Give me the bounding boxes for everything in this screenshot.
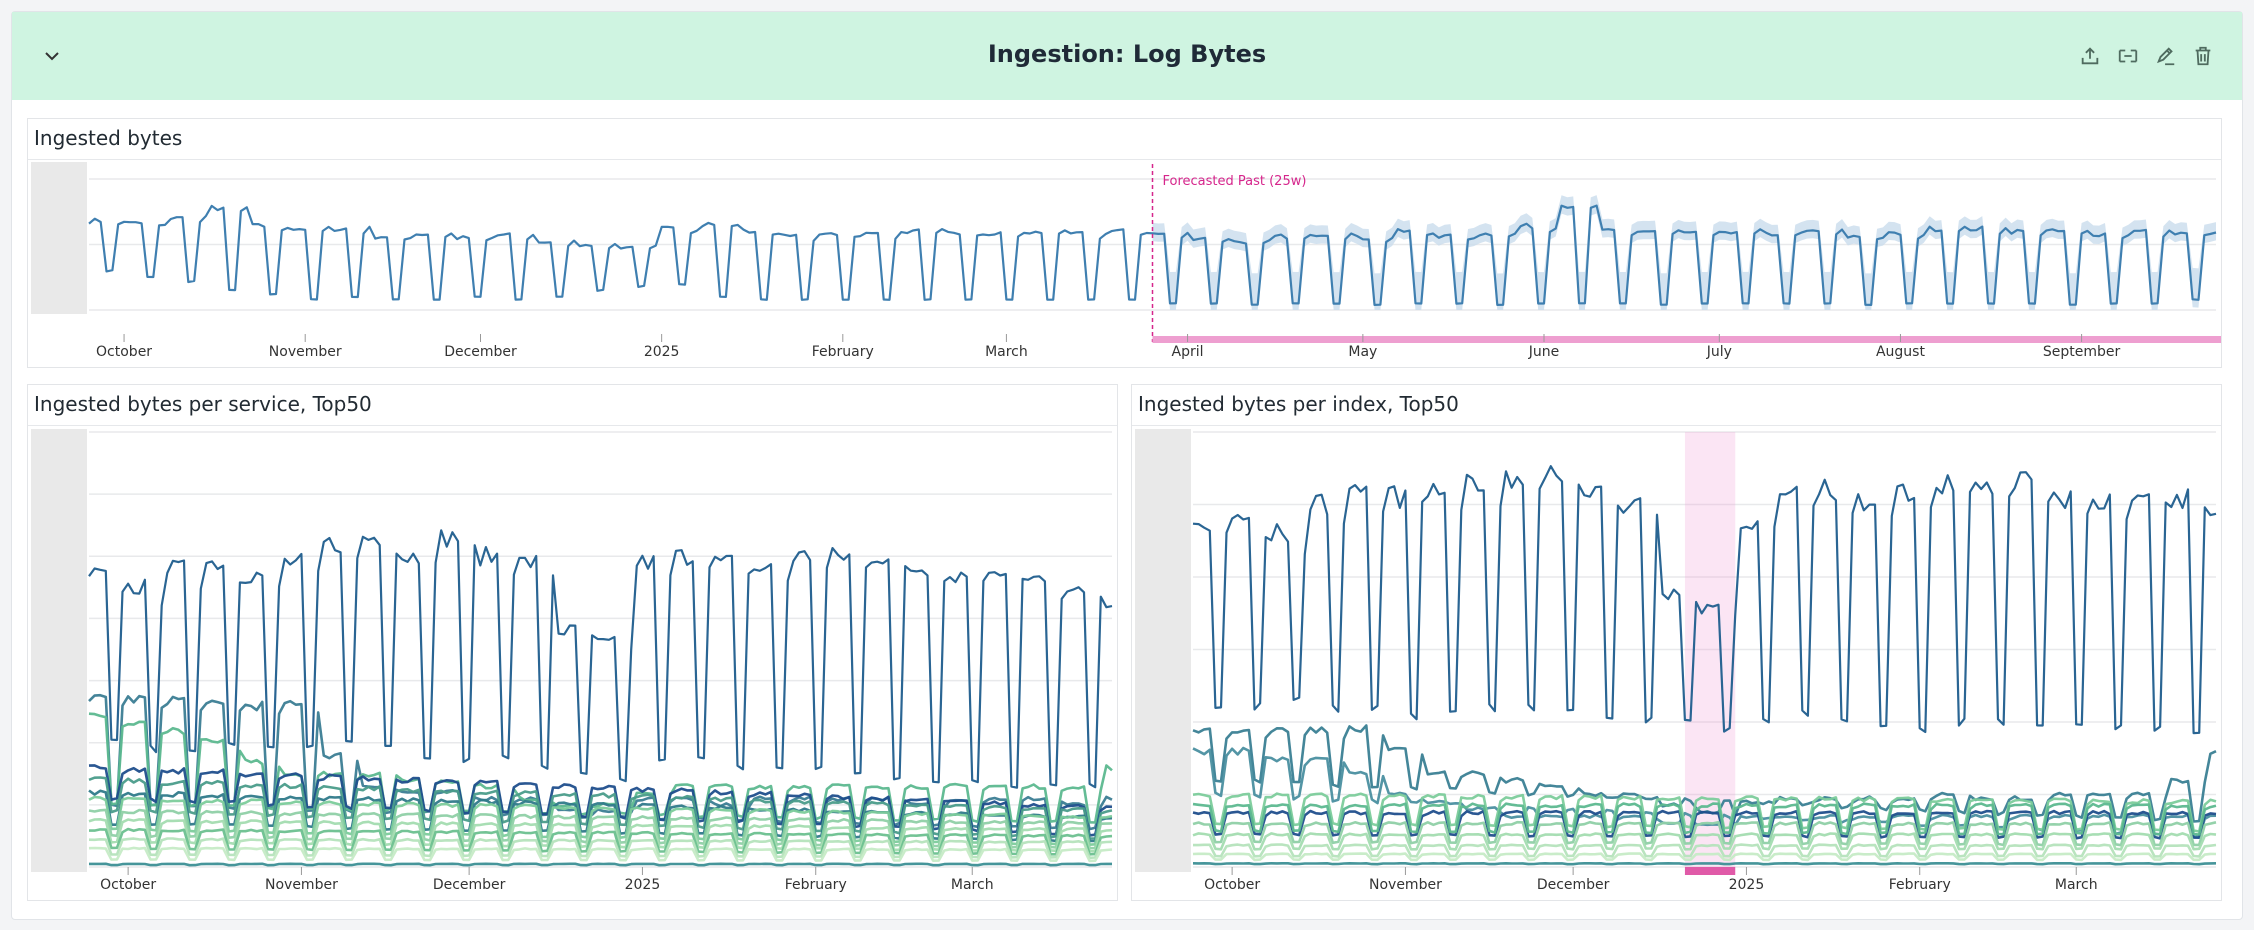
- x-tick-label: 2025: [625, 877, 661, 893]
- series-line: [1192, 820, 2217, 847]
- x-tick-label: September: [2043, 344, 2121, 360]
- per-service-panel: Ingested bytes per service, Top50 Octobe…: [27, 384, 1118, 901]
- panel-title: Ingested bytes: [34, 126, 183, 150]
- series-line: [88, 204, 2217, 306]
- x-tick-label: April: [1172, 344, 1204, 360]
- per-index-panel: Ingested bytes per index, Top50 October N…: [1131, 384, 2222, 901]
- series-line: [89, 862, 1112, 867]
- y-axis-placeholder: [31, 162, 87, 314]
- series-line: [1192, 802, 2217, 836]
- x-tick-label: December: [433, 877, 506, 893]
- forecast-range-bar: [1152, 336, 2221, 343]
- series-line: [88, 529, 1113, 789]
- series-line: [88, 795, 1113, 846]
- x-tick-label: February: [812, 344, 874, 360]
- series-line: [1192, 832, 2217, 851]
- per-service-chart[interactable]: October November December 2025 February March: [28, 425, 1117, 900]
- x-tick-label: October: [100, 877, 156, 893]
- embed-icon[interactable]: [2117, 45, 2139, 67]
- series-line: [88, 712, 1113, 824]
- series-line: [1193, 843, 2217, 858]
- panel-title: Ingested bytes per service, Top50: [34, 392, 372, 416]
- x-tick-label: March: [985, 344, 1028, 360]
- series-line: [89, 827, 1113, 856]
- x-tick-label: November: [265, 877, 338, 893]
- series-line: [1192, 465, 2217, 735]
- ingested-bytes-panel: Ingested bytes Forecasted Past (25w) Octo…: [27, 118, 2222, 368]
- series-line: [1192, 862, 2217, 866]
- y-axis-placeholder: [31, 429, 87, 872]
- export-icon[interactable]: [2079, 45, 2101, 67]
- forecast-label: Forecasted Past (25w): [1163, 174, 1307, 189]
- group-header: Ingestion: Log Bytes: [12, 12, 2242, 100]
- x-tick-label: June: [1528, 344, 1560, 360]
- x-tick-label: May: [1348, 344, 1377, 360]
- x-tick-label: October: [96, 344, 152, 360]
- x-tick-label: March: [2055, 877, 2098, 893]
- series-line: [88, 808, 1113, 850]
- edit-icon[interactable]: [2155, 45, 2177, 67]
- y-axis-placeholder: [1135, 429, 1191, 872]
- x-tick-label: December: [1537, 877, 1610, 893]
- series-line: [88, 837, 1113, 860]
- x-tick-label: July: [1706, 344, 1732, 360]
- chevron-down-icon[interactable]: [40, 44, 64, 68]
- x-tick-label: November: [269, 344, 342, 360]
- x-tick-label: 2025: [1729, 877, 1765, 893]
- ingested-bytes-chart[interactable]: Forecasted Past (25w) October November Dece…: [28, 159, 2221, 367]
- series-line: [88, 846, 1113, 863]
- x-tick-label: March: [951, 877, 994, 893]
- trash-icon[interactable]: [2192, 45, 2214, 67]
- group-title: Ingestion: Log Bytes: [987, 40, 1267, 68]
- series-line: [1192, 852, 2217, 862]
- per-index-chart[interactable]: October November December 2025 February March: [1132, 425, 2221, 900]
- x-tick-label: November: [1369, 877, 1442, 893]
- panel-title: Ingested bytes per index, Top50: [1138, 392, 1459, 416]
- x-tick-label: 2025: [644, 344, 680, 360]
- x-tick-label: October: [1204, 877, 1260, 893]
- highlight-marker: [1684, 867, 1736, 875]
- x-tick-label: February: [785, 877, 847, 893]
- series-line: [88, 776, 1113, 840]
- series-line: [88, 818, 1113, 853]
- x-tick-label: February: [1889, 877, 1951, 893]
- forecast-band: [1152, 195, 2216, 310]
- x-tick-label: August: [1876, 344, 1926, 360]
- x-tick-label: December: [444, 344, 517, 360]
